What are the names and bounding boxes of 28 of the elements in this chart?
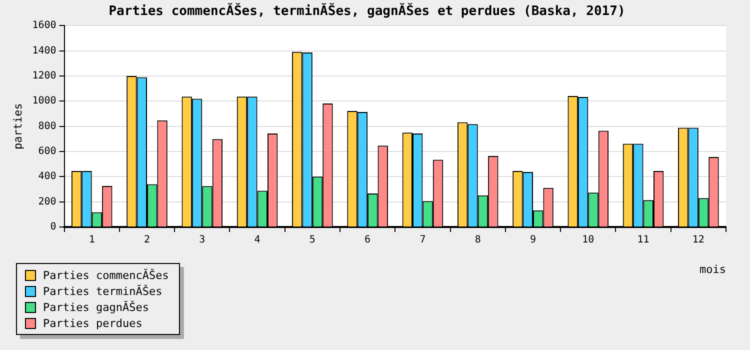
x-tick-label: 6: [364, 234, 371, 246]
y-tick-label: 1200: [32, 70, 56, 82]
x-tick-label: 5: [309, 234, 316, 246]
legend-label: Parties terminĂŠes: [43, 284, 162, 298]
y-tick-label: 1600: [32, 20, 56, 32]
chart-title: Parties commencĂŠes, terminĂŠes, gagnĂŠes et perdues (Baska, 2017): [108, 2, 626, 20]
x-tick-label: 12: [692, 234, 704, 246]
y-tick-label: 400: [38, 171, 56, 182]
x-tick-label: 4: [254, 234, 260, 246]
y-tick-label: 1400: [32, 45, 56, 56]
legend-label: Parties commencĂŠes: [43, 268, 169, 282]
legend-label: Parties gagnĂŠes: [43, 300, 149, 314]
x-tick-label: 9: [530, 234, 536, 246]
y-tick-label: 800: [38, 120, 56, 132]
y-tick-label: 600: [38, 146, 56, 158]
x-tick-label: 10: [582, 234, 594, 246]
y-tick-label: 0: [50, 222, 56, 233]
x-tick-label: 3: [199, 234, 206, 246]
x-tick-label: 1: [88, 234, 95, 246]
y-axis-title: parties: [11, 103, 24, 150]
legend-label: Parties perdues: [43, 316, 142, 330]
x-tick-label: 2: [144, 234, 150, 246]
x-tick-label: 11: [637, 234, 650, 246]
x-tick-label: 7: [420, 234, 426, 246]
x-axis-title: mois: [700, 262, 726, 276]
x-tick-label: 8: [474, 234, 481, 246]
y-tick-label: 1000: [32, 96, 56, 107]
y-tick-label: 200: [38, 196, 56, 208]
